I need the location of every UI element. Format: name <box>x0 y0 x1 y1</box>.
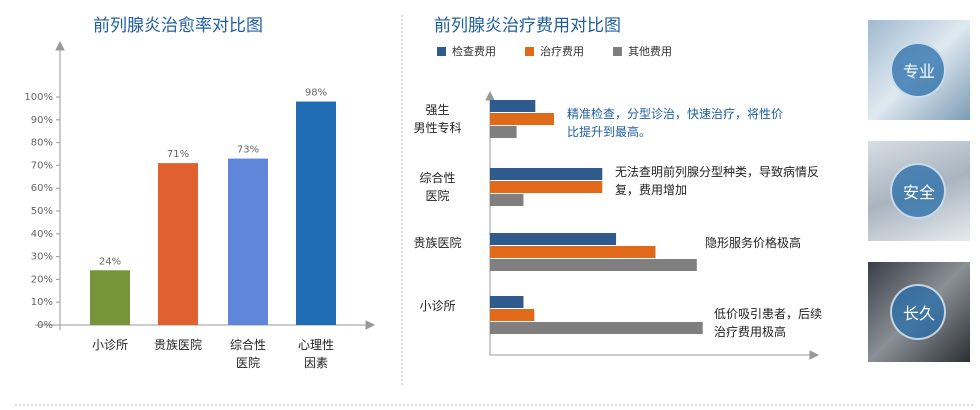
bar <box>490 100 536 112</box>
y-tick-label: 70% <box>31 160 53 171</box>
y-tick-label: 20% <box>31 274 53 285</box>
y-tick-label: 综合性 医院 <box>419 171 456 203</box>
bar <box>490 296 524 308</box>
bar <box>490 194 524 206</box>
y-tick-label: 100% <box>24 92 53 103</box>
bar <box>490 168 603 180</box>
value-label: 73% <box>237 145 259 156</box>
tile-label: 长久 <box>902 304 935 323</box>
bar <box>490 113 555 125</box>
bar <box>228 158 268 325</box>
value-label: 98% <box>305 88 327 99</box>
y-tick-label: 90% <box>31 115 53 126</box>
annotation: 低价吸引患者，后续 治疗费用极高 <box>714 307 823 339</box>
annotation: 无法查明前列腺分型种类，导致病情反 复，费用增加 <box>615 165 820 197</box>
legend-swatch <box>613 47 622 56</box>
bar <box>490 309 535 321</box>
value-label: 24% <box>99 256 121 267</box>
annotation: 隐形服务价格极高 <box>705 236 802 250</box>
legend-swatch <box>525 47 534 56</box>
chart-title: 前列腺炎治愈率对比图 <box>93 16 263 36</box>
x-tick-label: 小诊所 <box>91 338 128 352</box>
bar <box>296 101 336 325</box>
legend-swatch <box>437 47 446 56</box>
bar <box>490 233 617 245</box>
y-tick-label: 贵族医院 <box>413 236 462 250</box>
x-tick-label: 综合性 医院 <box>229 338 266 370</box>
tile: 长久 <box>868 262 970 362</box>
bar <box>490 259 697 271</box>
bar <box>490 181 603 193</box>
tile-label: 安全 <box>902 183 935 202</box>
bar <box>490 322 703 334</box>
bar <box>90 270 130 325</box>
bar <box>490 126 517 138</box>
x-tick-label: 心理性 因素 <box>297 338 334 370</box>
legend-label: 其他费用 <box>628 45 672 58</box>
tile-label: 专业 <box>902 62 935 81</box>
legend-label: 治疗费用 <box>540 44 584 58</box>
y-tick-label: 小诊所 <box>419 299 456 313</box>
chart-title: 前列腺炎治疗费用对比图 <box>434 16 621 36</box>
bar <box>158 163 198 325</box>
legend-label: 检查费用 <box>452 44 496 58</box>
y-tick-label: 60% <box>31 183 53 194</box>
y-tick-label: 强生 男性专科 <box>413 103 462 135</box>
tile: 专业 <box>868 20 970 120</box>
y-tick-label: 30% <box>31 252 53 263</box>
bar <box>490 246 656 258</box>
x-tick-label: 贵族医院 <box>153 338 202 352</box>
value-label: 71% <box>167 149 189 160</box>
y-tick-label: 0% <box>37 320 53 331</box>
y-tick-label: 80% <box>31 138 53 149</box>
y-tick-label: 10% <box>31 297 53 308</box>
y-tick-label: 50% <box>31 206 53 217</box>
annotation: 精准检查，分型诊治，快速治疗，将性价 比提升到最高。 <box>567 107 784 139</box>
tile: 安全 <box>868 141 970 241</box>
y-tick-label: 40% <box>31 229 53 240</box>
